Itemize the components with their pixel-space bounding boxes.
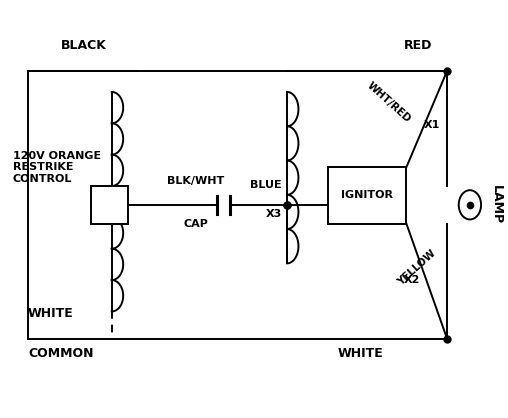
Ellipse shape bbox=[459, 190, 481, 219]
Bar bbox=[91, 186, 128, 224]
Text: X1: X1 bbox=[424, 120, 440, 130]
Text: BLUE: BLUE bbox=[250, 180, 282, 190]
Text: X3: X3 bbox=[266, 209, 282, 219]
Text: 120V ORANGE
RESTRIKE
CONTROL: 120V ORANGE RESTRIKE CONTROL bbox=[13, 150, 101, 184]
Text: YELLOW: YELLOW bbox=[396, 248, 437, 287]
Text: BLK/WHT: BLK/WHT bbox=[167, 176, 224, 186]
Text: RED: RED bbox=[403, 39, 432, 52]
Text: BLACK: BLACK bbox=[61, 39, 107, 52]
Text: CAP: CAP bbox=[183, 219, 208, 229]
Bar bbox=[328, 167, 406, 224]
Text: COMMON: COMMON bbox=[28, 347, 93, 360]
Text: WHT/RED: WHT/RED bbox=[365, 80, 412, 125]
Text: WHITE: WHITE bbox=[28, 307, 74, 320]
Text: X2: X2 bbox=[404, 275, 420, 285]
Text: LAMP: LAMP bbox=[490, 185, 503, 224]
Text: WHITE: WHITE bbox=[338, 347, 384, 360]
Text: IGNITOR: IGNITOR bbox=[341, 191, 393, 200]
